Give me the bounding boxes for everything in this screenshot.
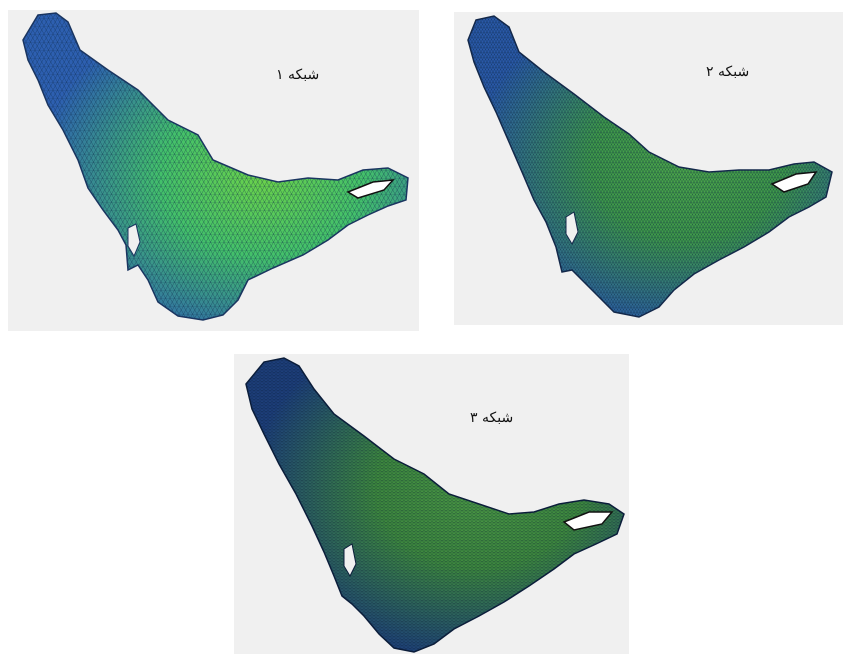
gulf-mesh-map-3 <box>245 357 625 653</box>
mesh-panel-3: شبکه ۳ <box>234 354 629 654</box>
mesh-label-1: شبکه ۱ <box>276 67 320 83</box>
gulf-mesh-map-1 <box>22 12 409 321</box>
mesh-panel-1: شبکه ۱ <box>8 10 419 331</box>
gulf-mesh-map-2 <box>467 15 833 318</box>
mesh-label-2: شبکه ۲ <box>706 64 750 80</box>
mesh-label-3: شبکه ۳ <box>470 410 514 426</box>
mesh-panel-2: شبکه ۲ <box>454 12 843 325</box>
